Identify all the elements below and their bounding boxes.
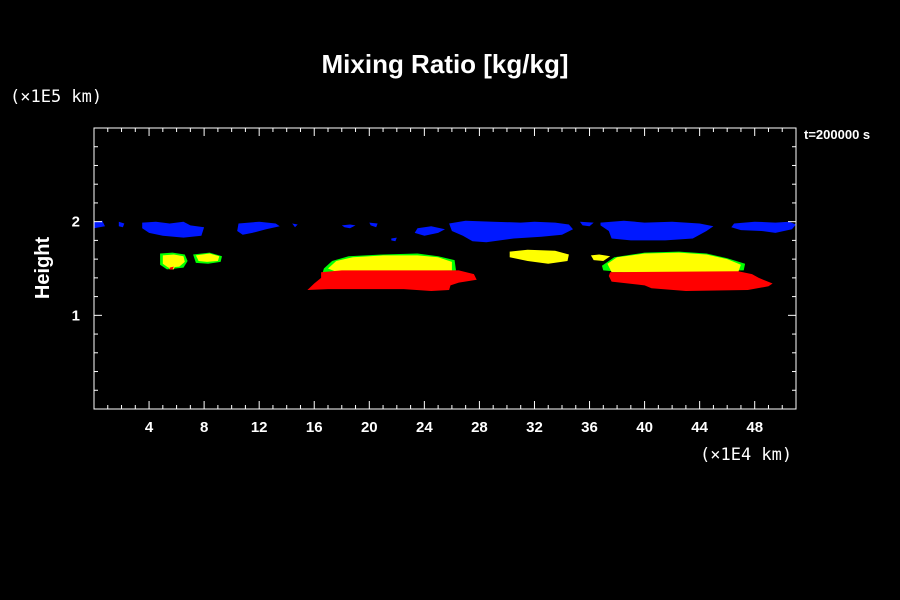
y-tick-label: 1 — [72, 307, 80, 324]
blue-contour-region — [579, 221, 594, 227]
axis-ticks — [94, 128, 796, 409]
x-tick-label: 20 — [361, 419, 378, 436]
yellow-contour-region — [590, 254, 611, 261]
x-tick-label: 40 — [636, 419, 653, 436]
blue-contour-region — [414, 226, 445, 236]
blue-contour-region — [341, 224, 356, 229]
blue-contour-region — [94, 220, 105, 229]
red-contour-region — [169, 266, 174, 270]
yellow-contour-region — [328, 255, 452, 272]
plot-frame — [93, 127, 797, 410]
x-tick-label: 24 — [416, 419, 433, 436]
x-axis-unit-label: (×1E4 km) — [700, 445, 792, 465]
blue-contour-region — [142, 221, 205, 238]
blue-contour-region — [292, 223, 298, 228]
yellow-contour-region — [607, 252, 741, 273]
y-axis-unit-label: (×1E5 km) — [10, 87, 102, 107]
x-tick-label: 12 — [251, 419, 268, 436]
x-tick-label: 16 — [306, 419, 323, 436]
blue-contour-region — [369, 222, 378, 228]
x-tick-label: 36 — [581, 419, 598, 436]
y-tick-label: 2 — [72, 214, 80, 231]
y-axis-label: Height — [32, 237, 54, 300]
red-contour-region — [307, 270, 477, 291]
yellow-contour-region — [195, 253, 220, 262]
time-label: t=200000 s — [804, 127, 870, 142]
x-tick-label: 32 — [526, 419, 543, 436]
red-contour-region — [608, 271, 773, 291]
x-tick-label: 28 — [471, 419, 488, 436]
x-tick-label: 8 — [200, 419, 208, 436]
blue-contour-region — [391, 237, 397, 242]
x-tick-label: 48 — [746, 419, 763, 436]
x-tick-label: 44 — [691, 419, 708, 436]
blue-contour-region — [237, 221, 280, 235]
blue-contour-region — [731, 221, 796, 233]
x-tick-label: 4 — [145, 419, 154, 436]
contour-regions — [94, 220, 796, 291]
blue-contour-region — [449, 220, 573, 243]
blue-contour-region — [600, 220, 714, 241]
chart-title: Mixing Ratio [kg/kg] — [322, 49, 569, 79]
yellow-contour-region — [162, 254, 185, 268]
blue-contour-region — [118, 221, 125, 228]
yellow-contour-region — [509, 249, 569, 264]
